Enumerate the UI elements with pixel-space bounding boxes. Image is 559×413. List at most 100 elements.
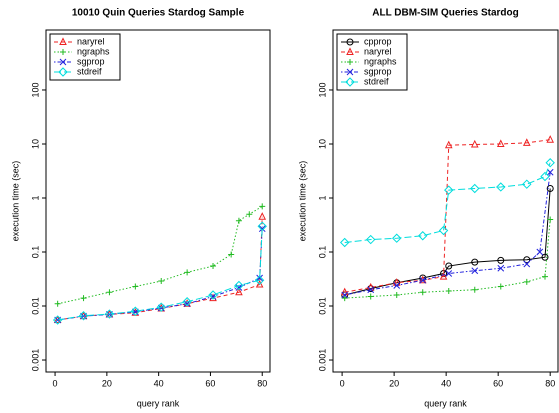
marker	[496, 139, 505, 147]
marker	[546, 168, 554, 176]
legend-label: cpprop	[364, 36, 392, 46]
plot-frame	[45, 29, 271, 373]
marker	[445, 287, 452, 294]
marker	[546, 184, 554, 192]
series-line	[344, 219, 551, 299]
marker	[547, 216, 554, 223]
y-tick-label: 10	[317, 139, 327, 149]
series-line	[344, 139, 551, 293]
marker	[444, 140, 453, 149]
legend-marker	[60, 49, 66, 55]
legend-marker	[59, 37, 67, 45]
legend-label: naryrel	[364, 46, 392, 56]
marker	[540, 171, 550, 182]
marker	[104, 309, 115, 319]
marker	[157, 304, 165, 312]
legend-label: sgprop	[364, 66, 392, 76]
legend-label: stdreif	[77, 66, 102, 76]
marker	[523, 278, 530, 285]
marker	[392, 233, 402, 243]
y-axis-label: execution time (sec)	[10, 161, 20, 242]
x-tick-label: 0	[340, 378, 345, 388]
legend-marker	[346, 68, 354, 76]
legend-marker	[346, 38, 354, 46]
marker	[341, 295, 348, 302]
marker	[78, 311, 89, 321]
marker	[255, 279, 264, 288]
marker	[209, 293, 217, 300]
y-tick-label: 1	[317, 195, 327, 200]
marker	[522, 179, 532, 189]
marker	[130, 306, 141, 316]
x-axis-label: query rank	[424, 398, 467, 408]
marker	[366, 234, 376, 245]
marker	[156, 302, 166, 312]
marker	[256, 274, 263, 282]
marker	[54, 300, 61, 307]
legend-label: naryrel	[77, 36, 105, 46]
marker	[497, 264, 505, 272]
y-tick-label: 10	[30, 139, 40, 149]
marker	[184, 269, 191, 276]
y-tick-label: 0.001	[317, 349, 327, 372]
marker	[235, 217, 242, 224]
chart-title: 10010 Quin Queries Stardog Sample	[72, 8, 245, 19]
series-line	[344, 188, 551, 296]
marker	[341, 291, 349, 299]
marker	[438, 225, 449, 236]
marker	[257, 221, 267, 231]
marker	[393, 291, 400, 298]
plot-frame	[332, 29, 559, 373]
x-tick-label: 80	[545, 378, 555, 388]
chart-title: ALL DBM-SIM Queries Stardog	[372, 8, 519, 19]
marker	[470, 139, 479, 148]
marker	[445, 262, 453, 270]
marker	[418, 231, 428, 241]
legend-marker	[345, 77, 355, 87]
marker	[497, 256, 505, 264]
marker	[182, 297, 192, 307]
marker	[367, 286, 375, 294]
marker	[445, 270, 453, 277]
x-tick-label: 40	[154, 378, 164, 388]
marker	[106, 289, 113, 296]
marker	[541, 273, 548, 280]
y-tick-label: 0.1	[317, 246, 327, 259]
marker	[541, 253, 549, 261]
x-tick-label: 40	[441, 378, 451, 388]
marker	[246, 211, 253, 218]
marker	[546, 135, 555, 143]
marker	[471, 286, 478, 293]
marker	[339, 237, 350, 248]
marker	[471, 267, 479, 275]
marker	[536, 248, 544, 256]
marker	[254, 275, 265, 285]
legend-label: ngraphs	[77, 46, 110, 56]
y-tick-label: 1	[30, 195, 40, 200]
marker	[158, 278, 165, 285]
legend-marker	[346, 47, 354, 55]
x-axis-label: query rank	[137, 398, 180, 408]
marker	[235, 287, 243, 296]
marker	[522, 138, 531, 146]
x-tick-label: 80	[257, 378, 267, 388]
marker	[183, 300, 191, 308]
marker	[210, 263, 217, 270]
x-tick-label: 20	[102, 378, 112, 388]
marker	[419, 274, 427, 282]
marker	[523, 260, 531, 268]
marker	[419, 276, 427, 284]
marker	[444, 185, 454, 195]
marker	[367, 293, 374, 300]
y-tick-label: 0.01	[317, 297, 327, 315]
legend-label: sgprop	[77, 56, 105, 66]
legend-label: ngraphs	[364, 56, 397, 66]
marker	[258, 225, 266, 233]
legend-marker	[59, 58, 67, 66]
legend-marker	[347, 59, 353, 65]
marker	[80, 295, 87, 302]
marker	[496, 182, 506, 192]
marker	[132, 283, 139, 290]
marker	[470, 183, 480, 194]
legend-marker	[58, 67, 68, 77]
